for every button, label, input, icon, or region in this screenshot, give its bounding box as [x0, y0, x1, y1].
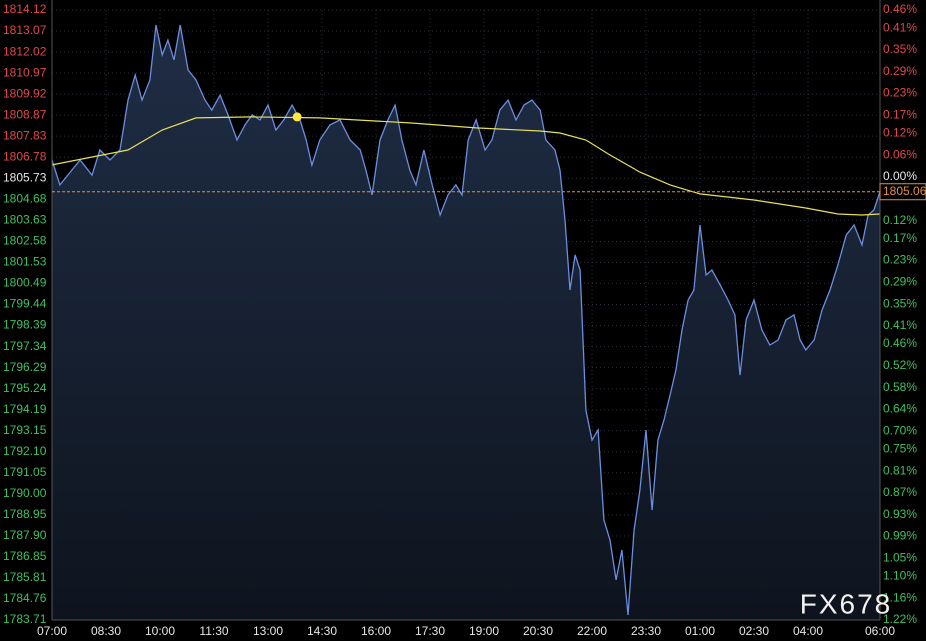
y-tick-label: 1785.81 [3, 570, 47, 584]
y-tick-label: 1792.10 [3, 444, 47, 458]
y-tick-label: 1801.53 [3, 255, 47, 269]
x-tick-label: 07:00 [37, 624, 67, 638]
x-tick-label: 17:30 [415, 624, 445, 638]
y-tick-label: 1788.95 [3, 507, 47, 521]
y-tick-label: 1813.07 [3, 23, 47, 37]
x-tick-label: 01:00 [685, 624, 715, 638]
y2-tick-label: 1.05% [883, 550, 917, 564]
y2-tick-label: 0.23% [883, 86, 917, 100]
y-tick-label: 1805.73 [3, 170, 47, 184]
y2-tick-label: 1.22% [883, 612, 917, 626]
y2-tick-label: 0.12% [883, 126, 917, 140]
x-tick-label: 20:30 [523, 624, 553, 638]
y-tick-label: 1793.15 [3, 423, 47, 437]
y-tick-label: 1797.34 [3, 339, 47, 353]
marker [292, 112, 302, 122]
x-tick-label: 10:00 [145, 624, 175, 638]
y-tick-label: 1790.00 [3, 486, 47, 500]
y-tick-label: 1812.02 [3, 44, 47, 58]
y-tick-label: 1799.44 [3, 297, 47, 311]
last-price-box [879, 183, 926, 201]
y2-tick-label: 0.87% [883, 485, 917, 499]
y-tick-label: 1796.29 [3, 360, 47, 374]
y2-tick-label: 0.35% [883, 42, 917, 56]
y2-tick-label: 0.93% [883, 507, 917, 521]
x-tick-label: 14:30 [307, 624, 337, 638]
y2-tick-label: 0.81% [883, 463, 917, 477]
price-line [51, 24, 881, 616]
ma-line [51, 116, 881, 216]
y-tick-label: 1791.05 [3, 465, 47, 479]
y2-tick-label: 0.12% [883, 213, 917, 227]
y-tick-label: 1794.19 [3, 402, 47, 416]
y2-tick-label: 0.29% [883, 64, 917, 78]
y-tick-label: 1798.39 [3, 318, 47, 332]
y2-tick-label: 0.64% [883, 402, 917, 416]
y2-tick-label: 0.41% [883, 318, 917, 332]
y-tick-label: 1806.78 [3, 149, 47, 163]
y-tick-label: 1802.58 [3, 234, 47, 248]
y2-tick-label: 1.10% [883, 569, 917, 583]
y-tick-label: 1808.87 [3, 107, 47, 121]
x-tick-label: 11:30 [199, 624, 228, 638]
x-tick-label: 13:00 [253, 624, 283, 638]
y-tick-label: 1784.76 [3, 591, 47, 605]
y-tick-label: 1803.63 [3, 213, 47, 227]
area [52, 25, 880, 620]
y2-tick-label: 0.70% [883, 423, 917, 437]
x-tick-label: 04:00 [793, 624, 823, 638]
y2-tick-label: 0.29% [883, 274, 917, 288]
y2-tick-label: 0.58% [883, 380, 917, 394]
y-tick-label: 1787.90 [3, 528, 47, 542]
x-tick-label: 19:00 [469, 624, 499, 638]
x-tick-label: 06:00 [865, 624, 895, 638]
y-tick-label: 1783.71 [3, 612, 47, 626]
y2-tick-label: 0.99% [883, 529, 917, 543]
y-tick-label: 1795.24 [3, 381, 47, 395]
y2-tick-label: 0.41% [883, 20, 917, 34]
y-tick-label: 1804.68 [3, 192, 47, 206]
y2-tick-label: 1.16% [883, 590, 917, 604]
y2-tick-label: 0.00% [883, 169, 917, 183]
x-tick-label: 23:30 [631, 624, 661, 638]
y-tick-label: 1810.97 [3, 65, 47, 79]
y-tick-label: 1809.92 [3, 86, 47, 100]
y2-tick-label: 0.35% [883, 296, 917, 310]
y2-tick-label: 0.46% [883, 2, 917, 16]
watermark: FX678 [800, 588, 893, 619]
x-tick-label: 22:00 [577, 624, 607, 638]
y2-tick-label: 0.17% [883, 231, 917, 245]
y2-tick-label: 0.52% [883, 358, 917, 372]
x-tick-label: 02:30 [739, 624, 769, 638]
y-tick-label: 1814.12 [3, 2, 47, 16]
y2-tick-label: 0.23% [883, 253, 917, 267]
y-tick-label: 1786.85 [3, 549, 47, 563]
last-price-label: 1805.06 [883, 184, 926, 198]
y2-tick-label: 0.17% [883, 107, 917, 121]
y2-tick-label: 0.46% [883, 336, 917, 350]
y-tick-label: 1807.83 [3, 128, 47, 142]
y2-tick-label: 0.75% [883, 442, 917, 456]
y-tick-label: 1800.49 [3, 276, 47, 290]
y2-tick-label: 0.06% [883, 147, 917, 161]
x-tick-label: 16:00 [361, 624, 391, 638]
x-tick-label: 08:30 [91, 624, 121, 638]
